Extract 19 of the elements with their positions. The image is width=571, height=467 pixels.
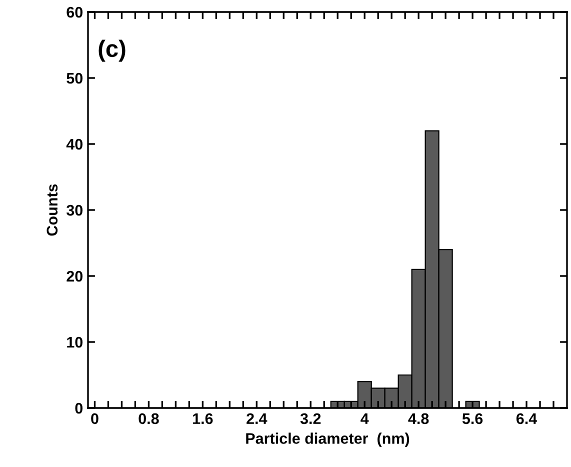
x-axis-title: Particle diameter (nm) (246, 432, 410, 447)
annotation: (c) (98, 40, 126, 62)
y-tick-label: 10 (67, 336, 83, 348)
x-tick-label: 1.6 (193, 413, 213, 424)
x-tick-label: 2.4 (246, 413, 268, 424)
y-tick-label: 40 (66, 138, 83, 150)
x-tick-label: 5.6 (462, 413, 483, 424)
y-axis-title: Counts (46, 184, 58, 236)
y-tick-label: 50 (66, 72, 83, 84)
x-tick-label: 4.8 (408, 413, 429, 424)
y-tick-label: 60 (66, 6, 83, 18)
x-tick-label: 4 (360, 413, 369, 424)
x-tick-label: 3.2 (300, 413, 321, 424)
y-tick-label: 0 (75, 402, 83, 414)
x-tick-label: 0.8 (138, 413, 159, 424)
y-tick-label: 30 (66, 204, 83, 216)
x-tick-label: 6.4 (516, 413, 538, 424)
y-tick-label: 20 (66, 270, 83, 282)
x-tick-label: 0 (91, 413, 98, 424)
